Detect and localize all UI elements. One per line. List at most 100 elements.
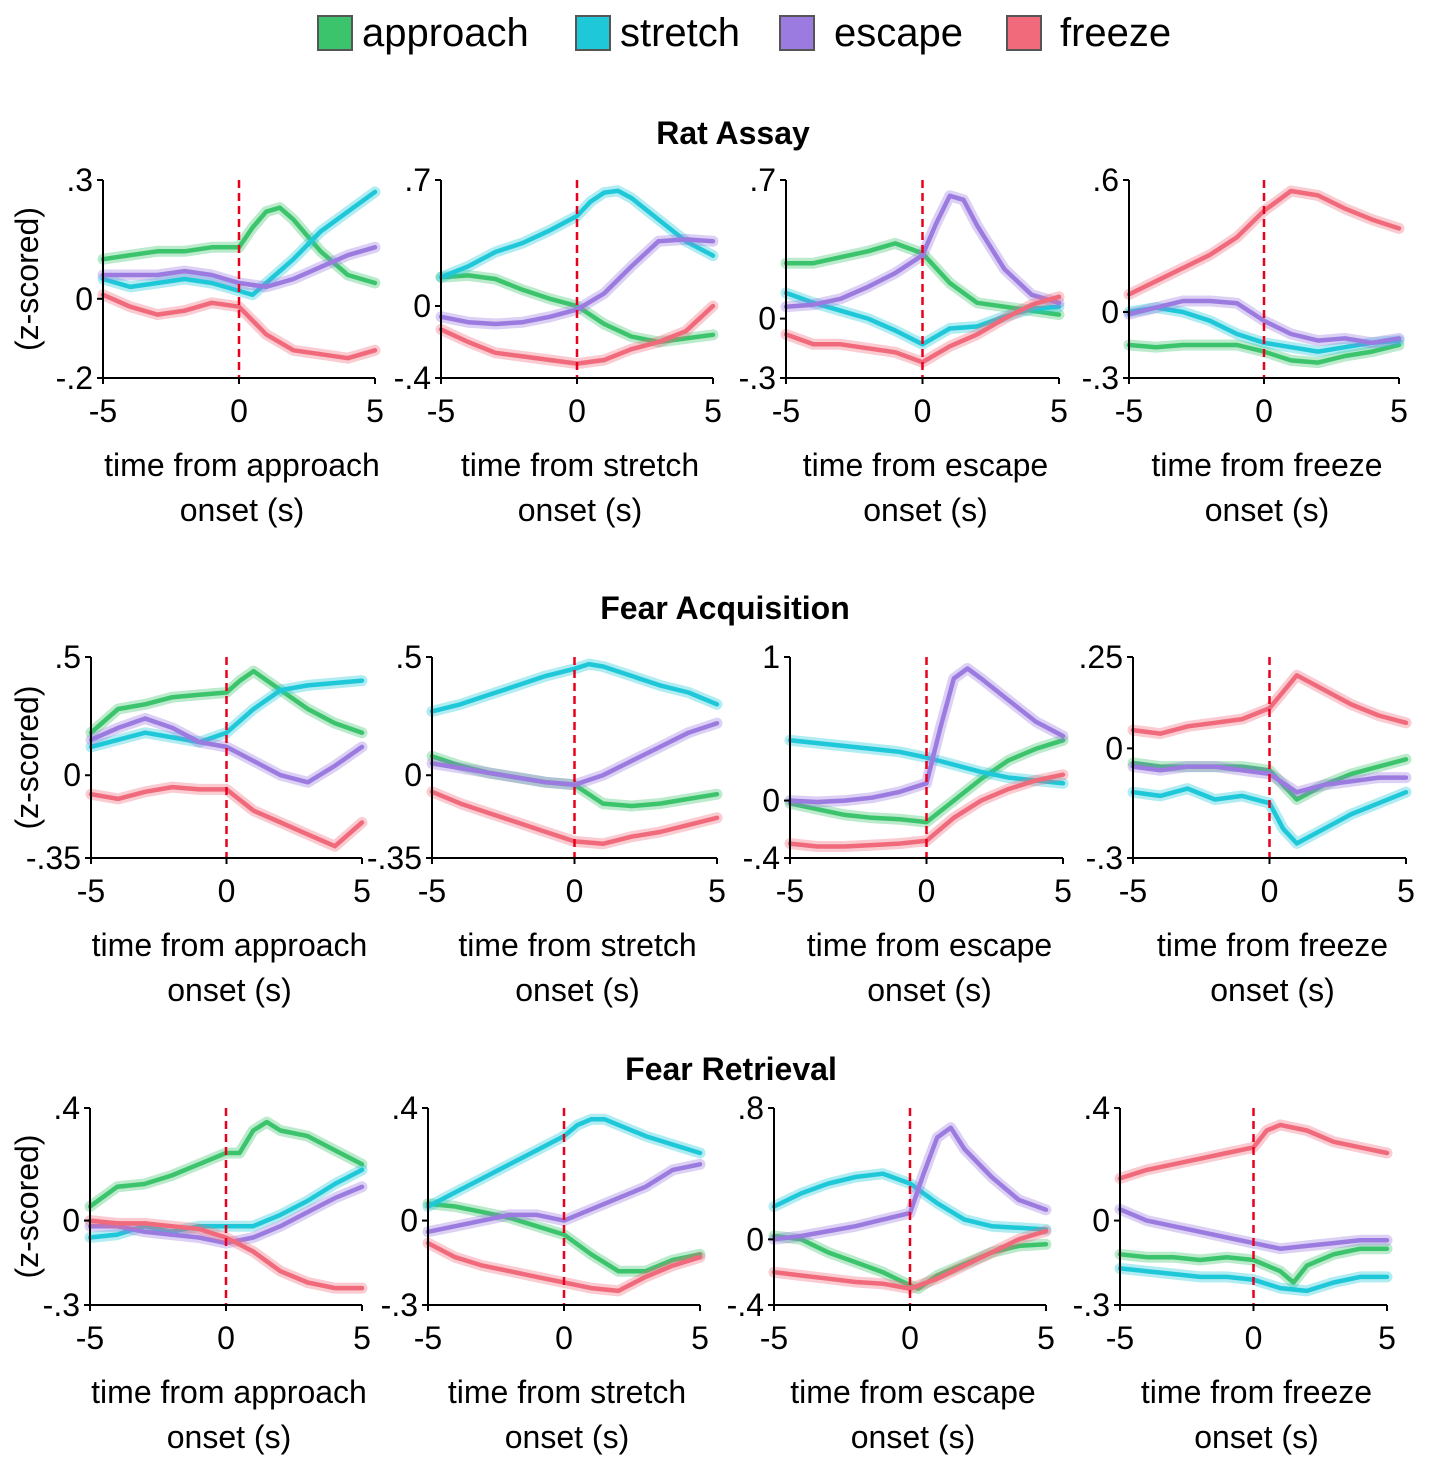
legend-item-stretch: stretch (575, 11, 740, 55)
series-line-stretch (88, 678, 365, 750)
x-tick-label: 5 (353, 1320, 371, 1356)
x-tick-label: 0 (230, 393, 248, 429)
panel-r2-c2: .5 0 -.35-5 0 5 time from stretch onset (s) (367, 639, 726, 1008)
legend-label-escape: escape (834, 11, 963, 55)
series-line-escape (1126, 298, 1402, 346)
x-axis-label: onset (s) (515, 972, 639, 1008)
series-line-stretch (787, 738, 1066, 786)
x-tick-label: 0 (555, 1320, 573, 1356)
legend-label-stretch: stretch (620, 11, 740, 55)
y-tick-label: -.2 (56, 360, 93, 396)
series-line-escape (100, 245, 378, 290)
x-tick-label: 0 (217, 1320, 235, 1356)
x-axis-label: time from freeze (1151, 447, 1382, 483)
y-tick-label: .3 (66, 162, 93, 198)
y-tick-label: .4 (53, 1090, 80, 1126)
y-tick-label: -.3 (1086, 840, 1123, 876)
x-tick-label: 0 (914, 393, 932, 429)
x-axis-label: onset (s) (867, 972, 991, 1008)
x-axis-label: time from escape (803, 447, 1048, 483)
legend-item-escape: escape (779, 11, 963, 55)
x-tick-label: 5 (1050, 393, 1068, 429)
row-title-fear-retrieval: Fear Retrieval (625, 1051, 837, 1087)
x-tick-label: -5 (776, 873, 804, 909)
y-tick-label: -.3 (739, 360, 776, 396)
series-line-escape (787, 666, 1066, 805)
x-tick-label: -5 (1119, 873, 1147, 909)
y-tick-label: 0 (62, 1203, 80, 1239)
x-axis-label: time from stretch (458, 927, 696, 963)
x-axis-label: onset (s) (1210, 972, 1334, 1008)
legend-item-freeze: freeze (1006, 11, 1171, 55)
x-tick-label: 5 (1037, 1320, 1055, 1356)
y-tick-label: 0 (1101, 294, 1119, 330)
x-tick-label: 5 (353, 873, 371, 909)
series-line-escape (438, 237, 716, 327)
y-tick-label: 0 (762, 783, 780, 819)
y-tick-label: 0 (1105, 730, 1123, 766)
y-tick-label: -.35 (26, 840, 81, 876)
x-axis-label: time from escape (790, 1374, 1035, 1410)
y-tick-label: -.4 (727, 1287, 764, 1323)
series-line-stretch (771, 1171, 1049, 1232)
x-axis-label: time from freeze (1157, 927, 1388, 963)
y-tick-label: -.3 (381, 1287, 418, 1323)
y-tick-label: .7 (404, 162, 431, 198)
x-axis-label: onset (s) (863, 492, 987, 528)
series-line-approach (1117, 1246, 1390, 1285)
y-tick-label: .4 (1083, 1090, 1110, 1126)
series-line-freeze (100, 292, 378, 361)
x-tick-label: 0 (218, 873, 236, 909)
x-axis-label: time from approach (104, 447, 380, 483)
y-tick-label: 0 (746, 1221, 764, 1257)
x-axis-label: onset (s) (180, 492, 304, 528)
series-line-stretch (429, 661, 720, 714)
x-axis-label: time from approach (91, 1374, 367, 1410)
legend-swatch-escape (779, 15, 815, 51)
x-tick-label: 5 (1390, 393, 1408, 429)
x-tick-label: -5 (418, 873, 446, 909)
series-line-stretch (1130, 786, 1409, 846)
x-tick-label: -5 (427, 393, 455, 429)
series-line-escape (429, 720, 720, 787)
x-tick-label: 5 (704, 393, 722, 429)
series-line-stretch (100, 189, 378, 298)
series-line-approach (787, 738, 1066, 825)
x-tick-label: 0 (901, 1320, 919, 1356)
x-tick-label: 5 (708, 873, 726, 909)
x-axis-label: time from escape (807, 927, 1052, 963)
x-tick-label: -5 (77, 873, 105, 909)
y-tick-label: 1 (762, 639, 780, 675)
y-tick-label: .6 (1092, 162, 1119, 198)
x-tick-label: 0 (1255, 393, 1273, 429)
x-axis-label: time from stretch (448, 1374, 686, 1410)
y-tick-label: -.3 (1073, 1287, 1110, 1323)
panel-r1-c1: .3 0 -.2-5 0 5 time from approach onset (s) (z-… (9, 162, 384, 528)
legend-label-approach: approach (362, 11, 529, 55)
x-tick-label: -5 (1106, 1320, 1134, 1356)
y-tick-label: .5 (54, 639, 81, 675)
x-axis-label: onset (s) (167, 1419, 291, 1455)
x-tick-label: -5 (760, 1320, 788, 1356)
x-tick-label: 0 (566, 873, 584, 909)
x-axis-label: time from stretch (461, 447, 699, 483)
legend-item-approach: approach (317, 11, 529, 55)
series-line-escape (783, 193, 1062, 309)
series-line-stretch (438, 188, 716, 280)
y-tick-label: 0 (413, 288, 431, 324)
x-axis-label: onset (s) (518, 492, 642, 528)
panel-r3-c1: .4 0 -.3-5 0 5 time from approach onset (s) (z-… (9, 1090, 371, 1455)
y-tick-label: 0 (404, 757, 422, 793)
row-title-rat-assay: Rat Assay (656, 115, 810, 151)
y-tick-label: .8 (737, 1090, 764, 1126)
panel-r2-c1: .5 0 -.35-5 0 5 time from approach onset (s) (z… (9, 639, 371, 1008)
x-tick-label: 0 (918, 873, 936, 909)
series-line-approach (425, 1201, 703, 1274)
